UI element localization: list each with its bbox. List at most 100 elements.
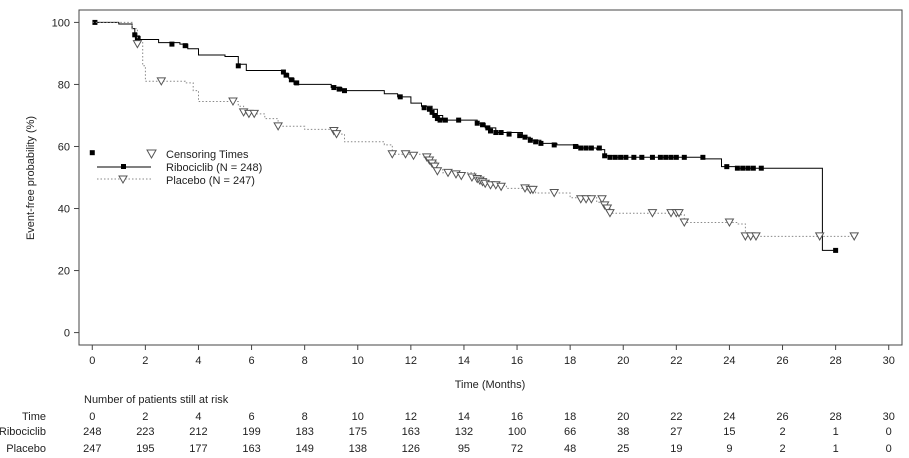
risk-table-title: Number of patients still at risk <box>84 394 229 406</box>
placebo-censor-point <box>528 185 538 195</box>
y-tick-label: 20 <box>58 266 70 278</box>
ribociclib-censor-point <box>92 19 98 25</box>
ribociclib-censor-point <box>506 131 512 137</box>
placebo-censor-point <box>496 182 506 192</box>
risk-cell-placebo: 138 <box>349 443 367 455</box>
ribociclib-censor-point <box>397 94 403 100</box>
placebo-censor-point <box>132 40 143 49</box>
risk-cell-placebo: 95 <box>458 443 470 455</box>
placebo-censor-point <box>605 209 615 218</box>
risk-cell-placebo: 25 <box>617 443 629 455</box>
placebo-censor-point <box>751 232 761 241</box>
ribociclib-censor-point <box>517 133 523 139</box>
ribociclib-censor-point <box>745 165 751 171</box>
risk-cell-placebo: 0 <box>886 443 892 455</box>
x-tick-label: 26 <box>776 355 788 367</box>
ribociclib-censor-point <box>485 125 491 131</box>
placebo-censor-point <box>408 151 419 161</box>
ribociclib-censor-point <box>283 72 289 78</box>
ribociclib-censor-point <box>132 32 138 38</box>
ribociclib-censor-point <box>538 140 544 146</box>
x-tick-label: 28 <box>830 355 842 367</box>
ribociclib-censor-point <box>432 112 438 118</box>
ribociclib-censor-point <box>663 154 669 160</box>
ribociclib-censor-point <box>578 145 584 151</box>
ribociclib-censor-point <box>294 80 300 86</box>
ribociclib-censor-point <box>474 120 480 126</box>
placebo-censor-point <box>432 167 443 176</box>
x-tick-label: 4 <box>195 355 201 367</box>
risk-time-cell: 4 <box>195 411 201 423</box>
risk-time-cell: 28 <box>830 411 842 423</box>
ribociclib-censor-point <box>341 88 347 94</box>
risk-cell-placebo: 177 <box>189 443 207 455</box>
ribociclib-censor-point <box>740 165 746 171</box>
risk-cell-placebo: 2 <box>779 443 785 455</box>
risk-cell-placebo: 149 <box>295 443 313 455</box>
placebo-censor-point <box>586 195 597 204</box>
placebo-censor-point <box>429 162 440 172</box>
x-tick-label: 20 <box>617 355 629 367</box>
ribociclib-censor-point <box>700 154 706 160</box>
ribociclib-censor-point <box>607 154 613 160</box>
ribociclib-censor-point <box>681 154 687 160</box>
risk-time-cell: 2 <box>142 411 148 423</box>
risk-cell-ribociclib: 15 <box>723 426 735 438</box>
placebo-censor-point <box>331 130 342 139</box>
legend: Censoring Times Ribociclib (N = 248) Pla… <box>97 149 262 187</box>
ribociclib-censor-point <box>522 134 528 140</box>
legend-marker-ribociclib-icon <box>121 164 126 169</box>
ribociclib-censor-point <box>551 142 557 148</box>
risk-cell-ribociclib: 248 <box>83 426 101 438</box>
x-tick-label: 10 <box>352 355 364 367</box>
risk-table-row-label-placebo: Placebo <box>6 443 46 455</box>
series-layer <box>89 19 860 253</box>
placebo-censor-point <box>814 232 825 241</box>
y-tick-label: 100 <box>52 17 70 29</box>
risk-time-cell: 12 <box>405 411 417 423</box>
legend-entry-placebo: Placebo (N = 247) <box>166 175 255 187</box>
risk-cell-placebo: 126 <box>402 443 420 455</box>
risk-cell-ribociclib: 1 <box>833 426 839 438</box>
risk-cell-placebo: 247 <box>83 443 101 455</box>
x-tick-label: 12 <box>405 355 417 367</box>
placebo-censor-point <box>597 195 607 204</box>
risk-cell-ribociclib: 199 <box>242 426 260 438</box>
risk-time-cell: 26 <box>776 411 788 423</box>
ribociclib-censor-point <box>480 122 486 128</box>
x-tick-label: 30 <box>883 355 895 367</box>
risk-table: Number of patients still at risk Time Ri… <box>0 394 895 455</box>
risk-time-cell: 18 <box>564 411 576 423</box>
plot-frame <box>78 9 903 346</box>
risk-table-time-label: Time <box>22 411 46 423</box>
ribociclib-censor-point <box>498 130 504 136</box>
x-tick-label: 2 <box>142 355 148 367</box>
placebo-censor-point <box>602 204 613 214</box>
risk-cell-ribociclib: 212 <box>189 426 207 438</box>
risk-cell-ribociclib: 163 <box>402 426 420 438</box>
placebo-censor-point <box>387 150 398 159</box>
ribociclib-censor-point <box>182 43 188 49</box>
ribociclib-censor-point <box>758 165 764 171</box>
ribociclib-censor-point <box>596 145 602 151</box>
placebo-censor-point <box>724 218 735 227</box>
placebo-censor-point <box>249 109 260 119</box>
y-tick-label: 60 <box>58 141 70 153</box>
ribociclib-censor-point <box>488 128 493 134</box>
risk-cell-placebo: 72 <box>511 443 523 455</box>
risk-time-cell: 8 <box>302 411 308 423</box>
legend-marker-placebo-icon <box>118 175 128 185</box>
y-tick-label: 80 <box>58 79 70 91</box>
placebo-censor-point <box>443 168 453 178</box>
placebo-censor-point <box>674 209 684 218</box>
ribociclib-censor-point <box>421 105 427 111</box>
risk-time-cell: 10 <box>352 411 364 423</box>
risk-cell-placebo: 48 <box>564 443 576 455</box>
ribociclib-censor-point <box>426 106 432 112</box>
risk-cell-ribociclib: 66 <box>564 426 576 438</box>
x-tick-label: 14 <box>458 355 470 367</box>
ribociclib-censor-point <box>89 150 95 156</box>
